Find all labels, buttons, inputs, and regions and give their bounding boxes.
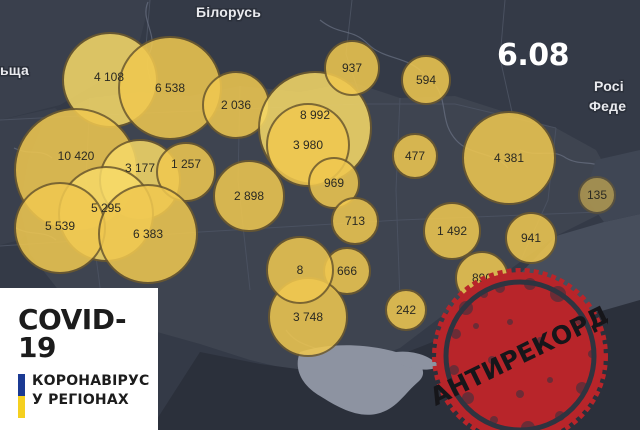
- country-label-russia-line1: Росі: [594, 78, 624, 94]
- bubble-value: 5 295: [90, 201, 122, 215]
- bubble-value: 477: [404, 149, 426, 163]
- bubble-242: [385, 289, 427, 331]
- bubble-value: 2 036: [220, 98, 252, 112]
- country-label-belarus: Білорусь: [196, 4, 262, 20]
- crimea-kerch-spur: [396, 351, 440, 370]
- bubble-value: 594: [415, 73, 437, 87]
- bubble-value: 3 177: [124, 161, 156, 175]
- covid19-logo-card: COVID-19 КОРОНАВІРУС У РЕГІОНАХ: [0, 288, 158, 430]
- bubble-value: 6 383: [132, 227, 164, 241]
- ukraine-flag-icon: [18, 374, 25, 418]
- bubble-4381: [462, 111, 556, 205]
- bubble-941: [505, 212, 557, 264]
- bubble-value: 4 381: [493, 151, 525, 165]
- bubble-6383: [98, 184, 198, 284]
- bubble-937: [324, 40, 380, 96]
- bubble-value: 242: [395, 303, 417, 317]
- stamp-serrated-edge: [432, 268, 608, 430]
- bubble-value: 1 492: [436, 224, 468, 238]
- bubble-value: 969: [323, 176, 345, 190]
- bubble-value: 4 108: [93, 70, 125, 84]
- bubble-5539: [14, 182, 106, 274]
- logo-subtitle-line1: КОРОНАВІРУС: [32, 373, 150, 389]
- bubble-value: 666: [336, 264, 358, 278]
- bubble-713: [331, 197, 379, 245]
- bubble-value: 8: [296, 263, 304, 277]
- bubble-value: 3 980: [292, 138, 324, 152]
- bubble-135: [578, 176, 616, 214]
- country-label-poland: ьща: [0, 62, 29, 78]
- logo-subtitle: КОРОНАВІРУС У РЕГІОНАХ: [32, 372, 149, 410]
- bubble-value: 6 538: [154, 81, 186, 95]
- logo-title: COVID-19: [18, 303, 127, 364]
- bubble-6538: [118, 36, 222, 140]
- bubble-value: 2 898: [233, 189, 265, 203]
- logo-subtitle-wrap: КОРОНАВІРУС У РЕГІОНАХ: [18, 372, 158, 418]
- stamp-fill: [436, 272, 604, 430]
- bubble-8: [266, 236, 334, 304]
- bubble-value: 941: [520, 231, 542, 245]
- headline-date: 6.08: [497, 38, 570, 73]
- bubble-value: 3 748: [292, 310, 324, 324]
- bubble-1492: [423, 202, 481, 260]
- bubble-value: 10 420: [57, 149, 95, 163]
- bubble-value: 1 257: [170, 157, 202, 171]
- bubble-value: 8 992: [299, 108, 331, 122]
- bubble-value: 5 539: [44, 219, 76, 233]
- country-label-russia-line2: Феде: [589, 98, 627, 114]
- stamp-body: [436, 272, 604, 430]
- bubble-value: 135: [586, 188, 608, 202]
- bubble-value: 713: [344, 214, 366, 228]
- crimea-peninsula: [297, 345, 424, 415]
- bubble-2898: [213, 160, 285, 232]
- antirecord-stamp: АНТИРЕКОРД: [432, 268, 608, 430]
- logo-subtitle-line2: У РЕГІОНАХ: [32, 391, 129, 408]
- bubble-594: [401, 55, 451, 105]
- bubble-477: [392, 133, 438, 179]
- stamp-inner-ring: [443, 279, 597, 430]
- bubble-value: 937: [341, 61, 363, 75]
